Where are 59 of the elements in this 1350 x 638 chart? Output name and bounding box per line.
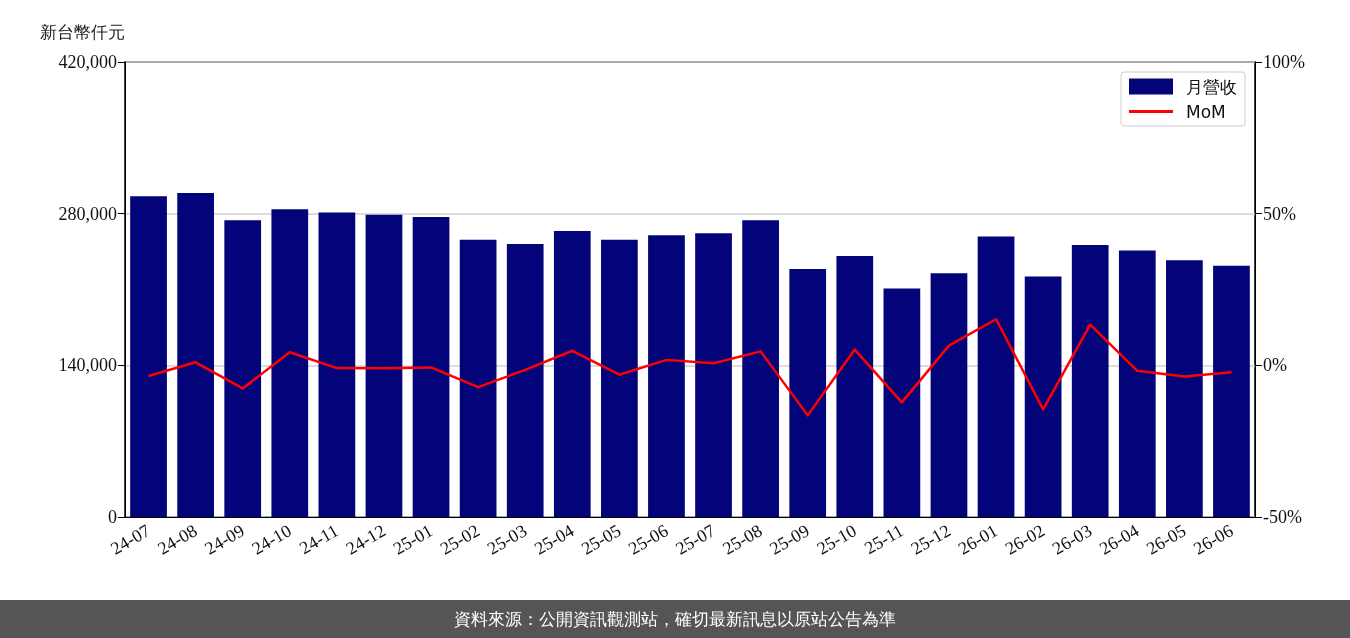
y-tick-label: 140,000 [58,355,117,376]
bar [1071,245,1109,517]
bar [318,212,356,517]
x-tick-label: 25-06 [625,520,672,559]
x-tick-label: 24-09 [201,520,248,559]
x-tick-label: 25-08 [719,520,766,559]
x-tick-label: 25-09 [766,520,813,559]
x-tick-label: 26-04 [1095,520,1143,559]
source-note: 資料來源：公開資訊觀測站，確切最新訊息以原站公告為準 [454,607,896,631]
x-tick-label: 24-08 [154,520,201,559]
x-tick-label: 24-10 [248,520,295,559]
x-tick-label: 26-02 [1001,520,1049,559]
bar [1213,265,1250,517]
bar [412,216,450,517]
x-tick-label: 25-10 [813,520,860,559]
y2-tick-label: 50% [1263,203,1296,224]
y-axis-title: 新台幣仟元 [40,21,125,42]
x-tick-label: 26-03 [1048,520,1096,559]
y2-tick-label: -50% [1263,507,1302,527]
x-tick-label: 25-02 [436,520,484,559]
y-tick-label: 420,000 [58,52,117,72]
bar [177,193,214,517]
x-tick-label: 25-11 [861,520,907,559]
bar [1024,276,1062,517]
bar [459,239,497,517]
bar [883,288,921,517]
bar [1118,250,1156,517]
bar [553,231,591,517]
x-tick-label: 25-04 [530,520,578,559]
x-tick-label: 26-01 [954,520,1002,559]
y2-tick-label: 100% [1263,52,1305,72]
y-tick-label: 0 [108,507,117,527]
line-series [147,317,1233,417]
bar [601,239,638,517]
x-tick-label: 25-12 [907,520,954,559]
bar [695,233,732,517]
y2-tick-label: 0% [1263,355,1287,376]
x-tick-label: 25-05 [578,520,625,559]
bar [836,255,874,517]
x-tick-label: 25-03 [483,520,531,559]
x-tick-label: 26-06 [1190,520,1237,559]
bar [224,220,262,517]
bar [742,220,779,517]
x-tick-label: 25-01 [389,520,437,559]
bar [1166,260,1203,517]
legend-label: 月營收 [1186,76,1237,97]
bar [365,214,403,517]
bar [789,268,827,517]
x-tick-label: 24-11 [296,520,342,559]
legend-label: MoM [1186,101,1226,122]
bar [271,209,309,517]
bar [648,235,685,517]
bar [977,236,1015,517]
bar [506,244,544,517]
x-tick-label: 24-12 [342,520,389,559]
y-tick-label: 280,000 [58,203,117,224]
bar [130,196,167,517]
x-tick-label: 26-05 [1143,520,1190,559]
bar [930,273,968,517]
